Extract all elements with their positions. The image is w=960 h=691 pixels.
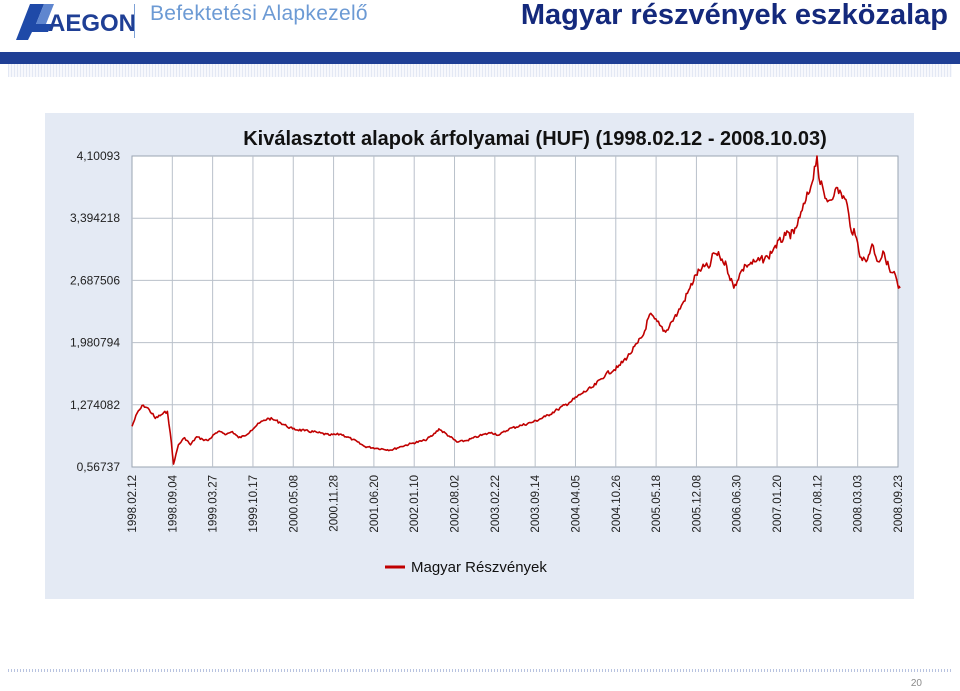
header-pattern [8,64,952,77]
footer-rule [8,669,952,672]
x-tick-label: 2005.12.08 [691,475,703,533]
x-tick-label: 1998.09.04 [167,474,179,532]
x-tick-label: 2001.06.20 [369,475,381,533]
y-tick-label: 0,56737 [77,460,121,474]
chart-title: Kiválasztott alapok árfolyamai (HUF) (19… [243,128,827,150]
x-tick-label: 2008.03.03 [853,475,865,533]
x-tick-label: 2002.08.02 [450,475,462,533]
x-tick-label: 2000.11.28 [329,475,341,532]
slide-header: AEGON Befektetési Alapkezelő Magyar rész… [0,0,960,52]
page-number: 20 [910,678,922,689]
company-name: Befektetési Alapkezelő [150,2,368,25]
y-tick-label: 1,274082 [70,398,120,412]
x-tick-label: 2002.01.10 [409,475,421,533]
x-tick-label: 2000.05.08 [288,475,300,533]
x-tick-label: 2006.06.30 [732,475,744,533]
legend-label: Magyar Részvények [411,559,547,576]
y-tick-label: 2,687506 [70,273,120,287]
header-bar [0,52,960,64]
x-tick-label: 2003.09.14 [530,474,542,532]
chart-panel: 4,10093 3,394218 2,687506 1,980794 1,274082 0… [45,113,914,599]
y-tick-label: 3,394218 [70,211,120,225]
series-line [131,155,901,465]
logo-divider [134,4,135,38]
logo-text: AEGON [48,10,134,37]
x-tick-label: 2004.10.26 [611,475,623,533]
x-tick-label: 2008.09.23 [893,475,905,533]
x-tick-label: 2005.05.18 [651,475,663,533]
x-tick-label: 2003.02.22 [490,475,502,533]
x-tick-label: 2004.04.05 [570,475,582,533]
y-tick-label: 4,10093 [77,149,121,163]
x-tick-label: 1999.10.17 [248,475,260,533]
plot-area [131,155,899,468]
x-tick-label: 1998.02.12 [127,475,139,533]
x-tick-label: 1999.03.27 [208,475,220,533]
slide-title: Magyar részvények eszközalap [520,0,948,31]
x-tick-label: 2007.08.12 [812,475,824,533]
aegon-logo: AEGON [14,2,136,42]
y-tick-label: 1,980794 [70,336,120,350]
x-tick-label: 2007.01.20 [772,475,784,533]
line-chart: 4,10093 3,394218 2,687506 1,980794 1,274082 0… [45,113,914,599]
